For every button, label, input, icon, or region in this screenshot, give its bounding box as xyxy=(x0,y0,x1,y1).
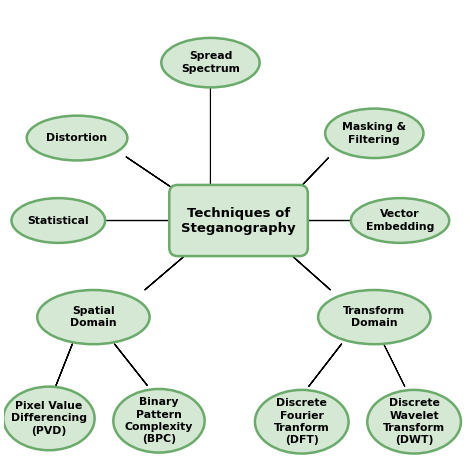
Ellipse shape xyxy=(27,116,128,160)
FancyArrowPatch shape xyxy=(115,344,147,385)
Text: Binary
Pattern
Complexity
(BPC): Binary Pattern Complexity (BPC) xyxy=(125,397,193,445)
FancyArrowPatch shape xyxy=(145,247,194,290)
Text: Spatial
Domain: Spatial Domain xyxy=(70,306,117,328)
FancyArrowPatch shape xyxy=(290,158,328,198)
Text: Spread
Spectrum: Spread Spectrum xyxy=(181,52,240,74)
FancyArrowPatch shape xyxy=(283,247,330,290)
Ellipse shape xyxy=(161,38,260,87)
Text: Discrete
Wavelet
Transform
(DWT): Discrete Wavelet Transform (DWT) xyxy=(383,398,445,445)
FancyArrowPatch shape xyxy=(126,157,187,198)
Ellipse shape xyxy=(113,389,205,453)
Text: Statistical: Statistical xyxy=(27,216,89,226)
FancyArrowPatch shape xyxy=(56,344,73,385)
Text: Pixel Value
Differencing
(PVD): Pixel Value Differencing (PVD) xyxy=(11,401,87,436)
Ellipse shape xyxy=(351,198,449,243)
Text: Techniques of
Steganography: Techniques of Steganography xyxy=(181,207,296,235)
Ellipse shape xyxy=(318,290,430,344)
Ellipse shape xyxy=(3,387,95,450)
FancyArrowPatch shape xyxy=(383,344,405,386)
Ellipse shape xyxy=(37,290,150,344)
Text: Transform
Domain: Transform Domain xyxy=(343,306,405,328)
FancyArrowPatch shape xyxy=(56,344,73,385)
Text: Distortion: Distortion xyxy=(46,133,108,143)
Text: Masking &
Filtering: Masking & Filtering xyxy=(342,122,406,145)
FancyArrowPatch shape xyxy=(309,344,342,386)
Text: Vector
Embedding: Vector Embedding xyxy=(366,210,434,232)
FancyArrowPatch shape xyxy=(290,158,328,198)
Text: Discrete
Fourier
Tranform
(DFT): Discrete Fourier Tranform (DFT) xyxy=(274,398,329,445)
FancyArrowPatch shape xyxy=(126,157,187,198)
Ellipse shape xyxy=(255,390,348,454)
Ellipse shape xyxy=(325,109,423,158)
FancyArrowPatch shape xyxy=(115,344,147,385)
Ellipse shape xyxy=(367,390,461,454)
FancyArrowPatch shape xyxy=(309,344,342,386)
Ellipse shape xyxy=(11,198,105,243)
FancyArrowPatch shape xyxy=(283,247,330,290)
FancyBboxPatch shape xyxy=(169,185,308,256)
FancyArrowPatch shape xyxy=(145,247,194,290)
